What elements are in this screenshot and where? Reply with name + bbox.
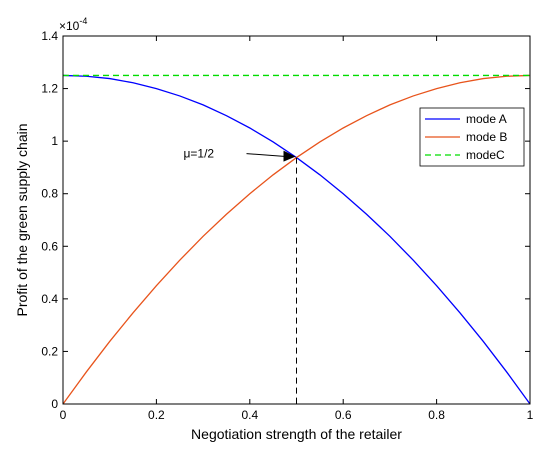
y-multiplier-base: ×10 — [59, 19, 80, 33]
y-tick-label: 0.4 — [41, 292, 58, 306]
legend-box — [419, 107, 525, 167]
y-tick-label: 0.8 — [41, 187, 58, 201]
y-multiplier-exponent: -4 — [79, 16, 87, 26]
y-tick-label: 0 — [51, 397, 58, 411]
ticks-layer — [62, 35, 531, 405]
legend-label-modec: modeC — [466, 148, 505, 162]
y-tick-label: 1.4 — [41, 29, 58, 43]
legend-label-mode-a: mode A — [466, 112, 507, 126]
x-tick-label: 1 — [527, 408, 534, 422]
annotation-arrow-shaft — [246, 153, 288, 158]
y-tick-label: 0.2 — [41, 344, 58, 358]
series-line-mode-b — [62, 74, 531, 405]
y-axis-multiplier: ×10-4 — [59, 16, 87, 33]
legend: mode A mode B modeC — [419, 107, 525, 167]
x-tick-label: 0 — [60, 408, 67, 422]
x-tick-label: 0.2 — [148, 408, 165, 422]
axes-box — [62, 35, 531, 405]
series-lines — [62, 74, 531, 405]
tick-labels: 0 0.2 0.4 0.6 0.8 1 0 0.2 0.4 0.6 0.8 1 1.2 1.4 — [41, 29, 533, 422]
legend-label-mode-b: mode B — [466, 130, 507, 144]
x-tick-label: 0.4 — [241, 408, 258, 422]
annotation-layer: μ=1/2 — [184, 147, 297, 404]
x-tick-label: 0.8 — [428, 408, 445, 422]
annotation-label: μ=1/2 — [184, 147, 215, 161]
x-axis-label: Negotiation strength of the retailer — [191, 426, 402, 442]
y-tick-label: 0.6 — [41, 239, 58, 253]
y-axis-label: Profit of the green supply chain — [14, 123, 30, 316]
annotation-arrow-head — [283, 150, 296, 162]
y-tick-label: 1.2 — [41, 82, 58, 96]
x-tick-label: 0.6 — [335, 408, 352, 422]
y-tick-label: 1 — [51, 134, 58, 148]
